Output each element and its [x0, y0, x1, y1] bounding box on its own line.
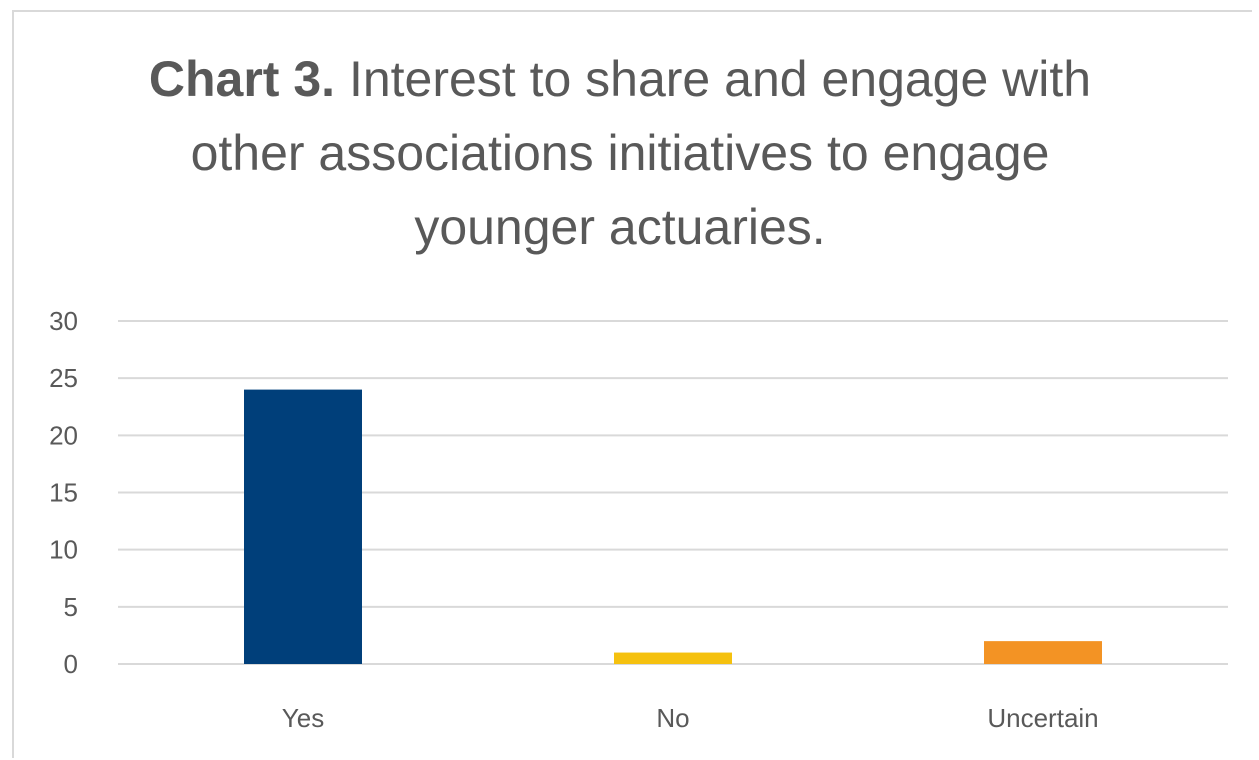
chart-title: Chart 3. Interest to share and engage wi…	[120, 42, 1120, 264]
y-tick-label: 10	[49, 535, 78, 565]
y-tick-label: 5	[64, 592, 78, 622]
x-axis-ticks: Yes No Uncertain	[282, 703, 1099, 733]
y-tick-label: 0	[64, 649, 78, 679]
y-tick-label: 30	[49, 306, 78, 336]
x-tick-label: Yes	[282, 703, 324, 733]
bars	[244, 389, 1102, 664]
x-tick-label: No	[656, 703, 689, 733]
bar-uncertain	[984, 641, 1102, 664]
y-tick-label: 15	[49, 478, 78, 508]
chart-title-text: Interest to share and engage with other …	[190, 51, 1092, 255]
chart-frame	[12, 10, 1252, 758]
y-tick-label: 20	[49, 420, 78, 450]
x-tick-label: Uncertain	[987, 703, 1098, 733]
y-axis-ticks: 0 5 10 15 20 25 30	[49, 306, 78, 679]
bar-no	[614, 652, 732, 664]
bar-yes	[244, 389, 362, 664]
y-tick-label: 25	[49, 363, 78, 393]
chart-title-bold: Chart 3.	[148, 51, 336, 107]
